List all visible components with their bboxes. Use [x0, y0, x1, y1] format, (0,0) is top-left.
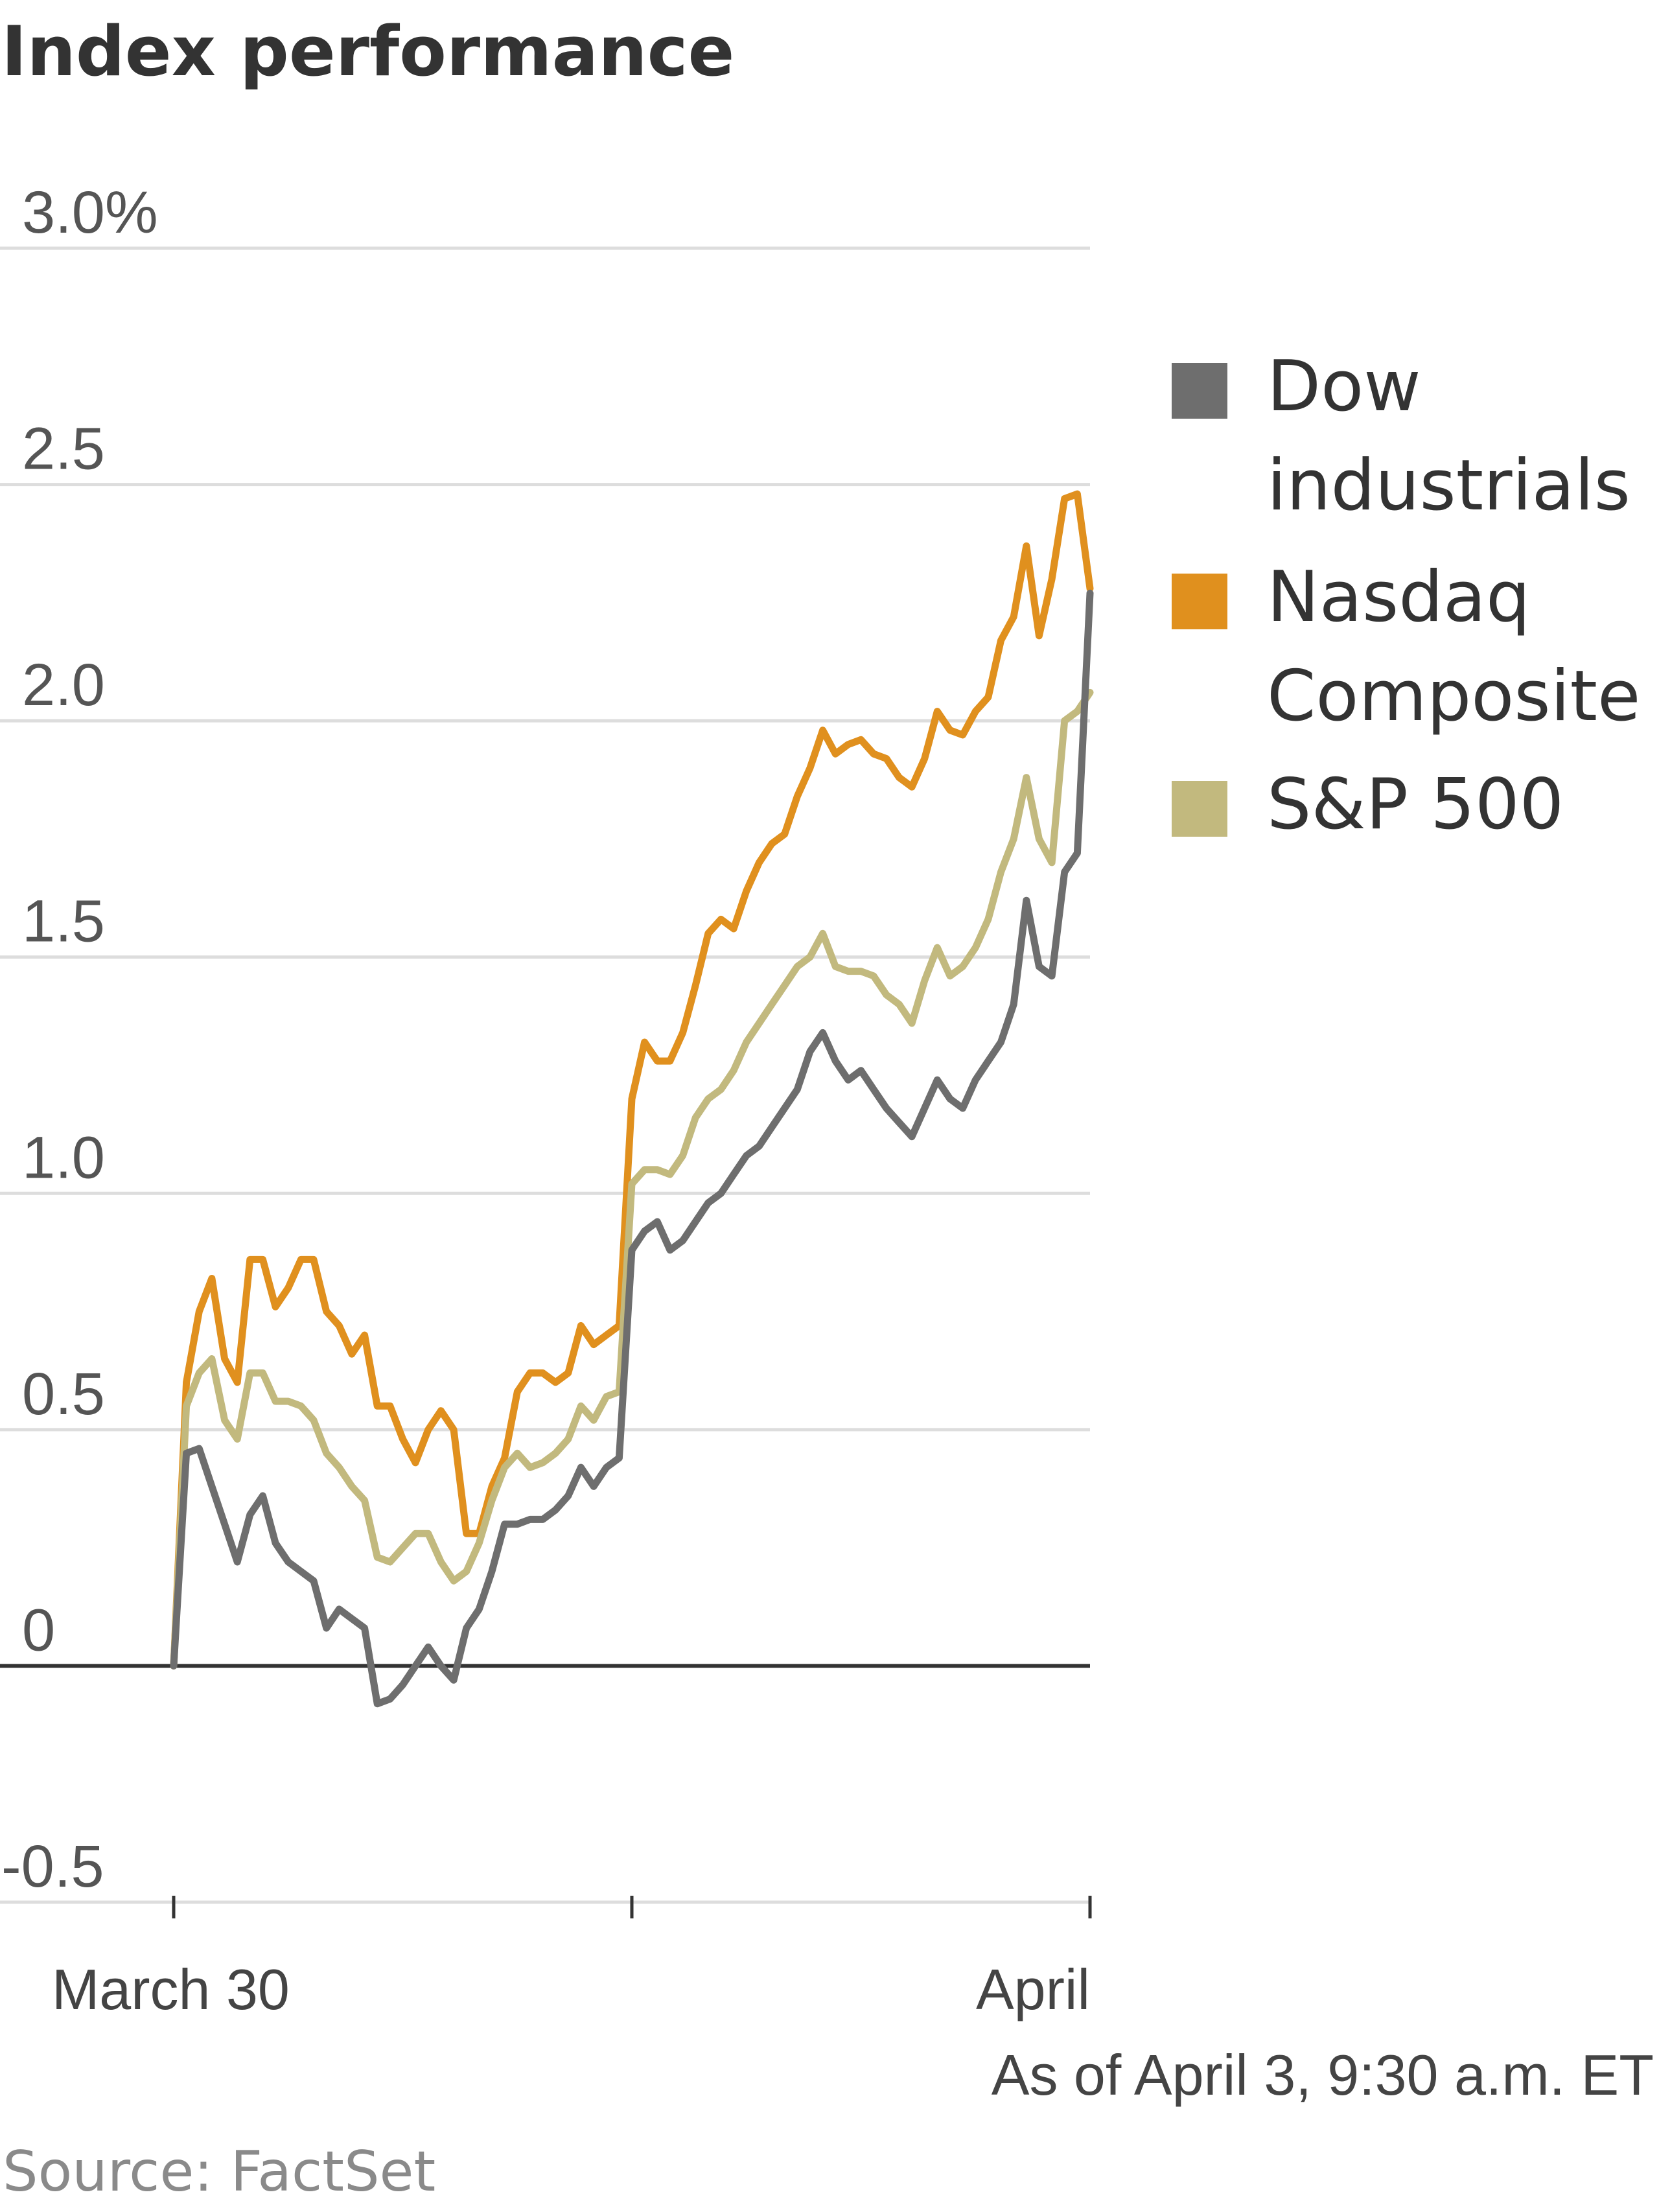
y-tick-label: 2.0 — [22, 652, 105, 718]
legend-label-line: industrials — [1267, 445, 1630, 526]
legend: Dow industrials Nasdaq Composite S&P 500 — [1172, 346, 1640, 845]
series-line-sp-500 — [170, 688, 1094, 1670]
legend-label: Dow industrials — [1267, 346, 1630, 526]
y-tick-label: 1.5 — [22, 889, 105, 955]
legend-swatch — [1172, 781, 1227, 837]
legend-swatch — [1172, 363, 1227, 419]
chart-title: Index performance — [1, 12, 734, 91]
legend-label: S&P 500 — [1267, 764, 1564, 845]
y-tick-label: 0.5 — [22, 1361, 105, 1427]
x-tick-label: March 30 — [52, 1957, 290, 2021]
legend-item: S&P 500 — [1172, 764, 1564, 845]
legend-label-line: Nasdaq — [1267, 557, 1531, 638]
y-tick-label: 0 — [22, 1597, 55, 1663]
legend-swatch — [1172, 574, 1227, 629]
y-tick-label: 1.0 — [22, 1124, 105, 1191]
grid — [0, 246, 1090, 1904]
y-tick-label: 2.5 — [22, 416, 105, 482]
x-tick-label: April — [976, 1957, 1090, 2021]
legend-label-line: Dow — [1267, 346, 1421, 427]
as-of-note: As of April 3, 9:30 a.m. ET — [992, 2043, 1654, 2107]
legend-item: Dow industrials — [1172, 346, 1630, 526]
series-line-nasdaq-composite — [170, 490, 1094, 1670]
y-tick-label: -0.5 — [1, 1834, 104, 1900]
y-tick-label: 3.0% — [22, 180, 158, 246]
legend-label: Nasdaq Composite — [1267, 557, 1640, 737]
y-axis-ticks: 3.0% 2.5 2.0 1.5 1.0 0.5 0 -0.5 — [1, 180, 158, 1900]
x-axis-ticks: March 30 April — [52, 1896, 1092, 2021]
legend-item: Nasdaq Composite — [1172, 557, 1640, 737]
series-line-dow-industrials — [170, 589, 1094, 1708]
source-note: Source: FactSet — [3, 2139, 435, 2204]
series-lines — [170, 490, 1094, 1708]
legend-label-line: Composite — [1267, 656, 1640, 737]
